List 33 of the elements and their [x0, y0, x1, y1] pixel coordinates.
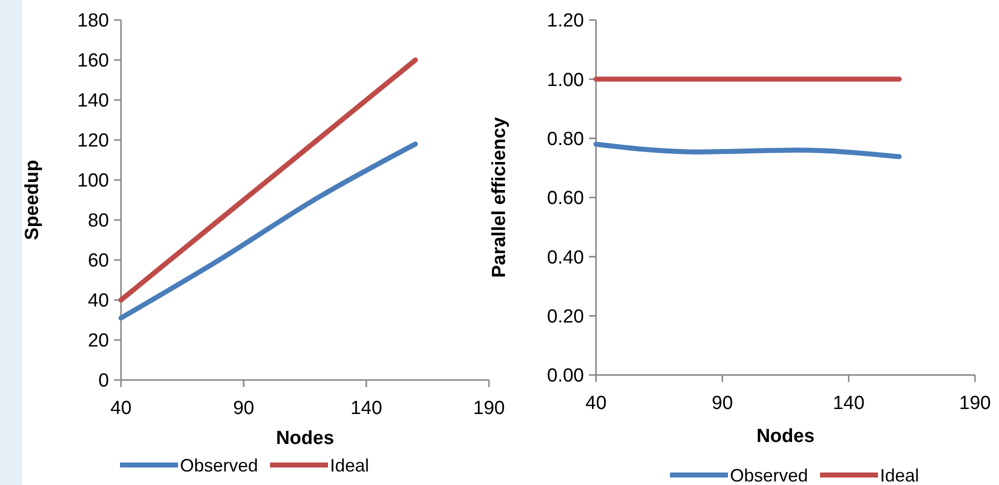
y-tick-label: 120: [77, 130, 109, 152]
y-tick-label: 60: [88, 250, 109, 272]
y-tick-label: 100: [77, 170, 109, 192]
y-tick-label: 0: [98, 370, 109, 392]
y-tick-label: 160: [77, 50, 109, 72]
y-axis-title: Parallel efficiency: [489, 116, 510, 278]
x-tick-label: 90: [233, 398, 254, 419]
x-tick-label: 90: [712, 393, 733, 414]
legend-label: Ideal: [330, 455, 370, 476]
legend-label: Ideal: [880, 465, 920, 485]
y-tick-label: 1.00: [547, 70, 584, 91]
y-tick-label: 0.20: [547, 306, 584, 328]
y-tick-label: 180: [77, 10, 109, 32]
y-tick-label: 0.40: [547, 247, 584, 268]
x-tick-label: 140: [832, 393, 865, 414]
x-tick-label: 140: [350, 398, 382, 419]
y-tick-label: 0.80: [547, 128, 584, 150]
x-tick-label: 190: [959, 393, 991, 414]
x-tick-label: 40: [110, 398, 132, 419]
legend-label: Observed: [180, 455, 258, 476]
x-axis-title: Nodes: [276, 428, 334, 449]
y-tick-label: 140: [77, 90, 109, 112]
y-tick-label: 1.20: [547, 10, 584, 32]
y-tick-label: 80: [88, 210, 109, 232]
y-tick-label: 40: [88, 290, 109, 312]
y-tick-label: 20: [88, 330, 109, 352]
y-tick-label: 0.00: [547, 366, 584, 387]
y-axis-title: Speedup: [22, 160, 43, 240]
x-tick-label: 40: [585, 393, 607, 414]
x-axis-title: Nodes: [756, 426, 815, 447]
y-tick-label: 0.60: [547, 188, 584, 210]
legend-label: Observed: [730, 465, 808, 485]
x-tick-label: 190: [473, 398, 505, 419]
